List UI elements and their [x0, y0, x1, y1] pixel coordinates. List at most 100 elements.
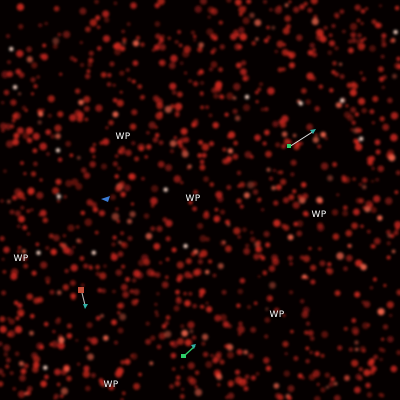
waypoint-label[interactable]: WP	[185, 194, 201, 204]
particle	[179, 61, 184, 65]
particle	[238, 332, 242, 336]
particle	[17, 302, 23, 309]
particle	[33, 84, 38, 89]
particle	[13, 300, 19, 306]
particle	[366, 156, 373, 163]
particle	[156, 344, 162, 350]
particle	[245, 243, 250, 248]
particle	[175, 375, 181, 380]
particle	[390, 111, 399, 120]
particle	[115, 269, 123, 276]
particle	[319, 35, 327, 43]
particle	[244, 151, 252, 159]
particle	[3, 246, 10, 254]
particle	[69, 114, 77, 122]
particle	[197, 223, 204, 230]
particle	[125, 68, 130, 72]
particle	[110, 253, 118, 261]
particle	[375, 149, 381, 155]
particle	[12, 387, 16, 391]
particle	[38, 23, 43, 28]
particle	[117, 311, 121, 315]
particle	[145, 321, 150, 326]
particle	[287, 395, 292, 400]
particle	[138, 146, 144, 152]
particle	[211, 87, 217, 94]
waypoint-label[interactable]: WP	[103, 380, 119, 390]
particle	[30, 208, 34, 212]
particle	[19, 374, 26, 382]
particle	[188, 200, 193, 205]
particle	[314, 133, 318, 137]
particle	[159, 37, 164, 43]
particle	[26, 209, 30, 213]
particle	[216, 373, 223, 381]
particle	[18, 215, 25, 223]
particle	[390, 365, 398, 373]
particle	[239, 204, 244, 209]
particle	[346, 82, 353, 89]
waypoint-label[interactable]: WP	[269, 310, 285, 320]
particle	[378, 347, 383, 352]
unit-green-arrow[interactable]	[180, 342, 200, 360]
particle	[119, 180, 125, 187]
particle	[173, 305, 180, 312]
particle	[275, 142, 281, 148]
particle	[375, 177, 380, 182]
particle	[55, 133, 61, 140]
particle	[370, 365, 377, 372]
particle	[345, 254, 353, 262]
unit-small-blue[interactable]	[100, 194, 112, 204]
particle	[32, 366, 39, 373]
waypoint-label[interactable]: WP	[311, 210, 327, 220]
particle	[162, 217, 168, 223]
particle	[83, 172, 91, 179]
particle	[352, 177, 356, 181]
particle	[323, 25, 328, 30]
particle	[387, 97, 393, 104]
waypoint-label[interactable]: WP	[115, 132, 131, 142]
particle	[88, 50, 94, 56]
particle	[64, 268, 69, 274]
particle	[264, 106, 269, 112]
particle	[296, 230, 303, 237]
particle	[359, 71, 363, 75]
particle	[288, 62, 296, 69]
unit-arrow-northeast[interactable]	[286, 126, 320, 150]
particle	[387, 149, 395, 157]
waypoint-label[interactable]: WP	[13, 254, 29, 264]
unit-red-cluster[interactable]	[76, 286, 92, 310]
particle-bright	[91, 250, 97, 255]
particle	[382, 324, 389, 330]
particle	[55, 178, 62, 185]
particle	[387, 234, 391, 238]
particle	[377, 165, 385, 172]
particle	[236, 170, 242, 176]
particle	[227, 351, 234, 359]
particle	[57, 32, 61, 37]
particle	[251, 41, 256, 46]
particle	[281, 48, 289, 56]
particle	[151, 204, 155, 208]
particle-bright	[55, 148, 61, 153]
particle	[394, 5, 400, 11]
particle	[285, 24, 291, 29]
particle	[44, 276, 51, 282]
particle	[250, 231, 254, 235]
particle	[200, 105, 204, 110]
particle	[328, 33, 333, 38]
particle	[236, 348, 243, 356]
particle	[47, 95, 55, 103]
particle	[199, 288, 206, 295]
particle	[39, 344, 44, 350]
particle	[336, 252, 344, 260]
particle	[57, 342, 65, 350]
particle	[305, 346, 310, 351]
particle	[221, 289, 227, 295]
particle	[217, 195, 224, 203]
particle	[257, 197, 262, 202]
particle	[164, 105, 172, 113]
particle	[169, 149, 175, 154]
particle	[83, 105, 90, 112]
